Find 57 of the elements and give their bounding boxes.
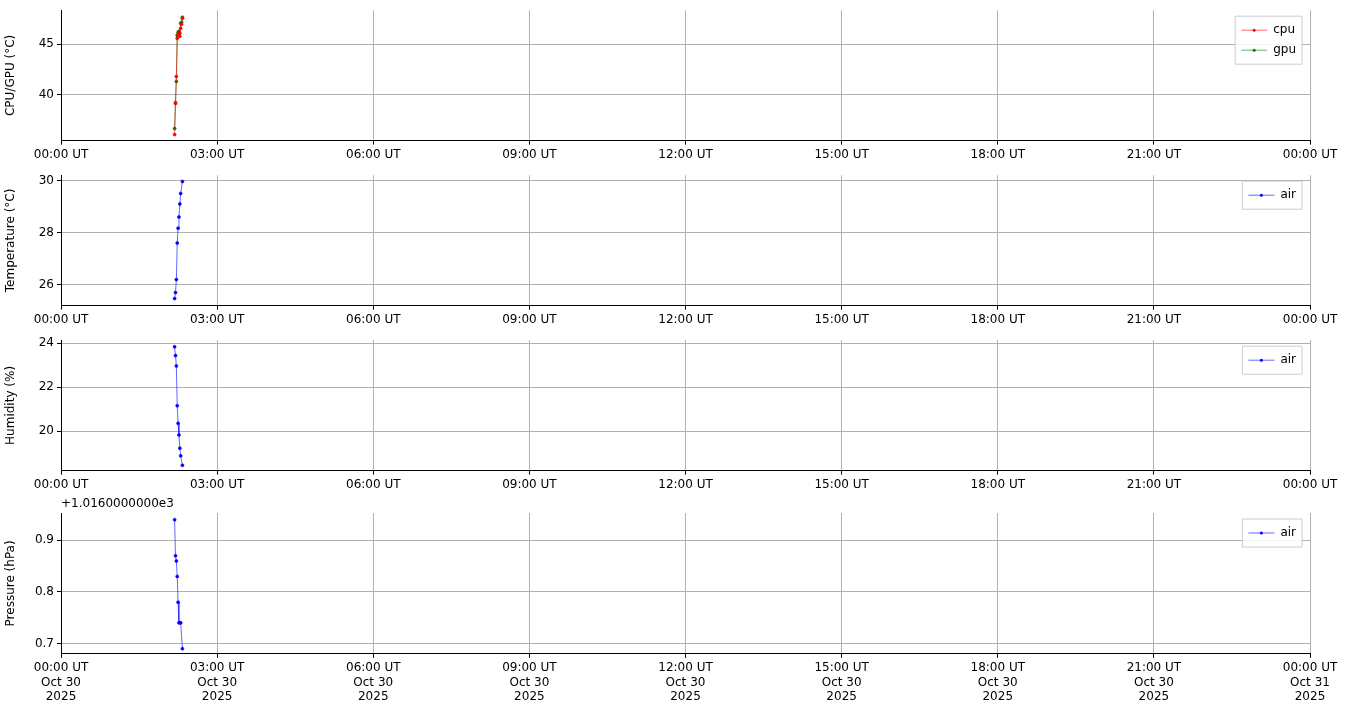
legend-label: cpu bbox=[1273, 22, 1295, 37]
y-tick-label: 0.9 bbox=[34, 532, 54, 547]
x-tick-label: 09:00 UT bbox=[502, 311, 558, 326]
y-axis-title: Temperature (°C) bbox=[3, 188, 18, 294]
x-tick-label: 09:00 UT bbox=[502, 146, 558, 161]
y-tick-label: 20 bbox=[38, 423, 54, 438]
x-tick-label: 15:00 UT bbox=[814, 311, 870, 326]
x-tick-label: 12:00 UT bbox=[658, 311, 714, 326]
x-tick-label: 06:00 UT bbox=[345, 476, 402, 491]
legend-label: air bbox=[1280, 525, 1297, 540]
x-tick-label: 00:00 UT bbox=[33, 146, 89, 161]
x-tick-label: 00:00 UT bbox=[33, 476, 89, 491]
x-tick-label: 21:00 UT bbox=[1126, 146, 1182, 161]
x-tick-label: 21:00 UT bbox=[1126, 476, 1182, 491]
x-tick-label: 06:00 UT Oct 30 2025 bbox=[345, 660, 402, 703]
x-tick-label: 00:00 UT bbox=[1282, 476, 1338, 491]
y-axis-title: Humidity (%) bbox=[3, 365, 18, 445]
x-tick-label: 15:00 UT bbox=[814, 476, 870, 491]
x-tick-label: 18:00 UT bbox=[970, 146, 1026, 161]
x-tick-label: 21:00 UT bbox=[1126, 311, 1182, 326]
x-tick-label: 00:00 UT Oct 30 2025 bbox=[33, 660, 89, 703]
x-tick-label: 12:00 UT bbox=[658, 476, 714, 491]
x-tick-label: 15:00 UT Oct 30 2025 bbox=[814, 660, 870, 703]
x-tick-label: 03:00 UT bbox=[189, 311, 246, 326]
legend-label: air bbox=[1280, 187, 1297, 202]
x-tick-label: 12:00 UT Oct 30 2025 bbox=[658, 660, 714, 703]
x-tick-label: 03:00 UT bbox=[189, 146, 246, 161]
x-tick-label: 12:00 UT bbox=[658, 146, 714, 161]
y-tick-label: 24 bbox=[38, 335, 54, 350]
x-tick-label: 00:00 UT bbox=[33, 311, 89, 326]
y-axis-title: CPU/GPU (°C) bbox=[3, 34, 18, 117]
x-tick-label: 18:00 UT Oct 30 2025 bbox=[970, 660, 1026, 703]
y-tick-label: 0.8 bbox=[34, 584, 54, 599]
legend-label: air bbox=[1280, 352, 1297, 367]
x-tick-label: 00:00 UT bbox=[1282, 311, 1338, 326]
x-tick-label: 06:00 UT bbox=[345, 146, 402, 161]
x-tick-label: 03:00 UT bbox=[189, 476, 246, 491]
x-tick-label: 09:00 UT bbox=[502, 476, 558, 491]
y-tick-label: 30 bbox=[38, 172, 54, 187]
x-tick-label: 18:00 UT bbox=[970, 476, 1026, 491]
x-tick-label: 00:00 UT Oct 31 2025 bbox=[1282, 660, 1338, 703]
y-tick-label: 26 bbox=[38, 276, 54, 291]
text: +1.0160000000e3 bbox=[61, 496, 174, 511]
x-tick-label: 06:00 UT bbox=[345, 311, 402, 326]
y-axis-title: Pressure (hPa) bbox=[3, 540, 18, 627]
y-tick-label: 0.7 bbox=[34, 635, 54, 650]
x-tick-label: 21:00 UT Oct 30 2025 bbox=[1126, 660, 1182, 703]
y-tick-label: 28 bbox=[38, 224, 54, 239]
y-tick-label: 40 bbox=[38, 86, 54, 101]
y-tick-label: 45 bbox=[38, 36, 54, 51]
x-tick-label: 00:00 UT bbox=[1282, 146, 1338, 161]
x-tick-label: 09:00 UT Oct 30 2025 bbox=[502, 660, 558, 703]
x-tick-label: 03:00 UT Oct 30 2025 bbox=[189, 660, 246, 703]
x-tick-label: 15:00 UT bbox=[814, 146, 870, 161]
legend-label: gpu bbox=[1273, 42, 1296, 57]
x-tick-label: 18:00 UT bbox=[970, 311, 1026, 326]
y-tick-label: 22 bbox=[38, 379, 54, 394]
